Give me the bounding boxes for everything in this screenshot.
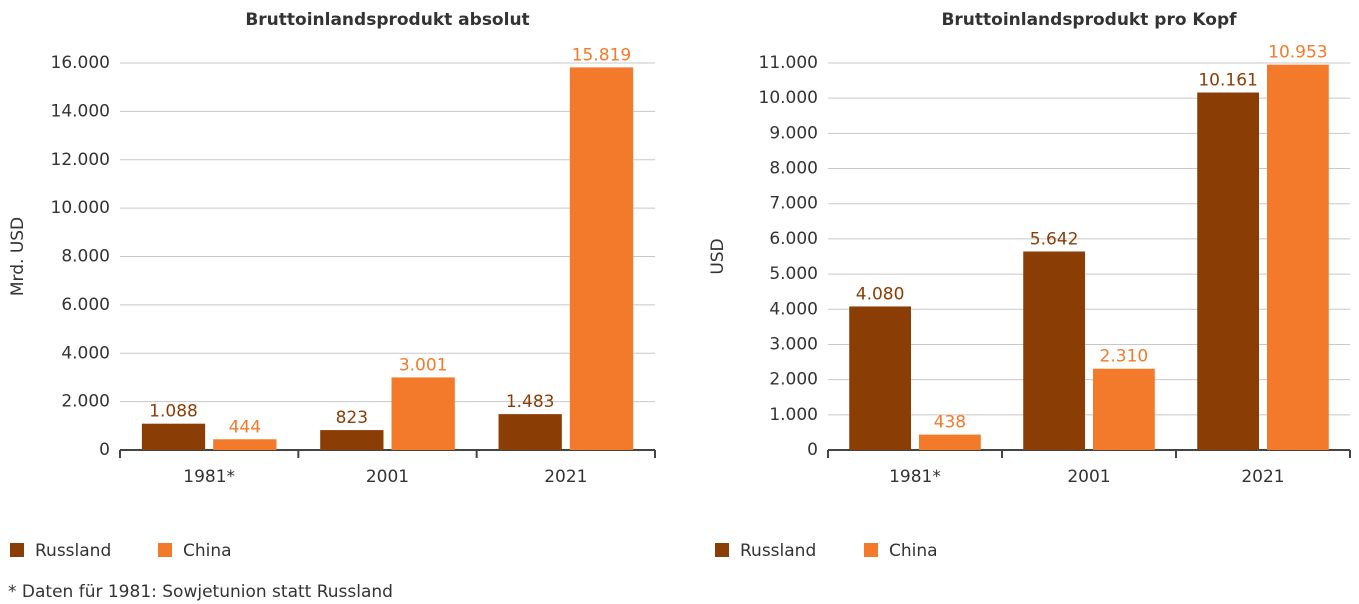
data-label: 823 bbox=[336, 408, 368, 428]
legend-swatch bbox=[10, 543, 24, 557]
y-tick-label: 2.000 bbox=[769, 370, 818, 390]
y-tick-label: 8.000 bbox=[61, 247, 110, 267]
bar bbox=[1197, 92, 1259, 450]
y-tick-label: 8.000 bbox=[769, 159, 818, 179]
data-label: 1.483 bbox=[506, 392, 555, 412]
data-label: 438 bbox=[934, 413, 966, 433]
chart-title: Bruttoinlandsprodukt pro Kopf bbox=[941, 10, 1237, 30]
bar bbox=[849, 306, 911, 450]
data-label: 10.953 bbox=[1268, 43, 1327, 63]
x-tick-label: 2021 bbox=[544, 467, 587, 487]
x-tick-label: 2021 bbox=[1241, 467, 1284, 487]
bar bbox=[919, 434, 981, 450]
y-tick-label: 4.000 bbox=[61, 343, 110, 363]
x-tick-label: 2001 bbox=[1067, 467, 1110, 487]
y-tick-label: 11.000 bbox=[759, 53, 818, 73]
y-axis-label: Mrd. USD bbox=[8, 217, 28, 296]
y-tick-label: 12.000 bbox=[51, 150, 110, 170]
bar bbox=[1023, 251, 1085, 450]
y-tick-label: 10.000 bbox=[759, 88, 818, 108]
y-tick-label: 0 bbox=[807, 440, 818, 460]
bar bbox=[1267, 64, 1329, 450]
legend-swatch bbox=[715, 543, 729, 557]
data-label: 444 bbox=[229, 417, 261, 437]
bar bbox=[569, 67, 634, 451]
footnote: * Daten für 1981: Sowjetunion statt Russ… bbox=[8, 582, 393, 602]
bar bbox=[1093, 368, 1155, 450]
y-tick-label: 3.000 bbox=[769, 334, 818, 354]
legend-label: Russland bbox=[740, 541, 816, 561]
y-tick-label: 6.000 bbox=[769, 229, 818, 249]
legend-swatch bbox=[158, 543, 172, 557]
y-tick-label: 7.000 bbox=[769, 194, 818, 214]
y-tick-label: 0 bbox=[99, 440, 110, 460]
bar bbox=[213, 439, 277, 450]
legend-label: Russland bbox=[35, 541, 111, 561]
data-label: 1.088 bbox=[149, 402, 198, 422]
data-label: 3.001 bbox=[399, 355, 448, 375]
bar bbox=[498, 414, 562, 450]
y-tick-label: 10.000 bbox=[51, 198, 110, 218]
y-tick-label: 14.000 bbox=[51, 101, 110, 121]
y-tick-label: 9.000 bbox=[769, 123, 818, 143]
data-label: 15.819 bbox=[572, 45, 631, 65]
y-tick-label: 2.000 bbox=[61, 392, 110, 412]
y-axis-label: USD bbox=[708, 238, 728, 274]
bar bbox=[391, 377, 455, 450]
data-label: 4.080 bbox=[856, 284, 905, 304]
y-tick-label: 16.000 bbox=[51, 53, 110, 73]
data-label: 10.161 bbox=[1198, 71, 1257, 91]
chart-title: Bruttoinlandsprodukt absolut bbox=[245, 10, 529, 30]
legend-label: China bbox=[889, 541, 938, 561]
bar bbox=[320, 430, 384, 450]
data-label: 5.642 bbox=[1030, 230, 1079, 250]
y-tick-label: 5.000 bbox=[769, 264, 818, 284]
y-tick-label: 1.000 bbox=[769, 405, 818, 425]
data-label: 2.310 bbox=[1100, 347, 1149, 367]
bar bbox=[141, 423, 206, 450]
y-tick-label: 6.000 bbox=[61, 295, 110, 315]
y-tick-label: 4.000 bbox=[769, 299, 818, 319]
legend-label: China bbox=[183, 541, 232, 561]
x-tick-label: 1981* bbox=[183, 467, 235, 487]
x-tick-label: 2001 bbox=[366, 467, 409, 487]
legend-swatch bbox=[864, 543, 878, 557]
x-tick-label: 1981* bbox=[889, 467, 941, 487]
